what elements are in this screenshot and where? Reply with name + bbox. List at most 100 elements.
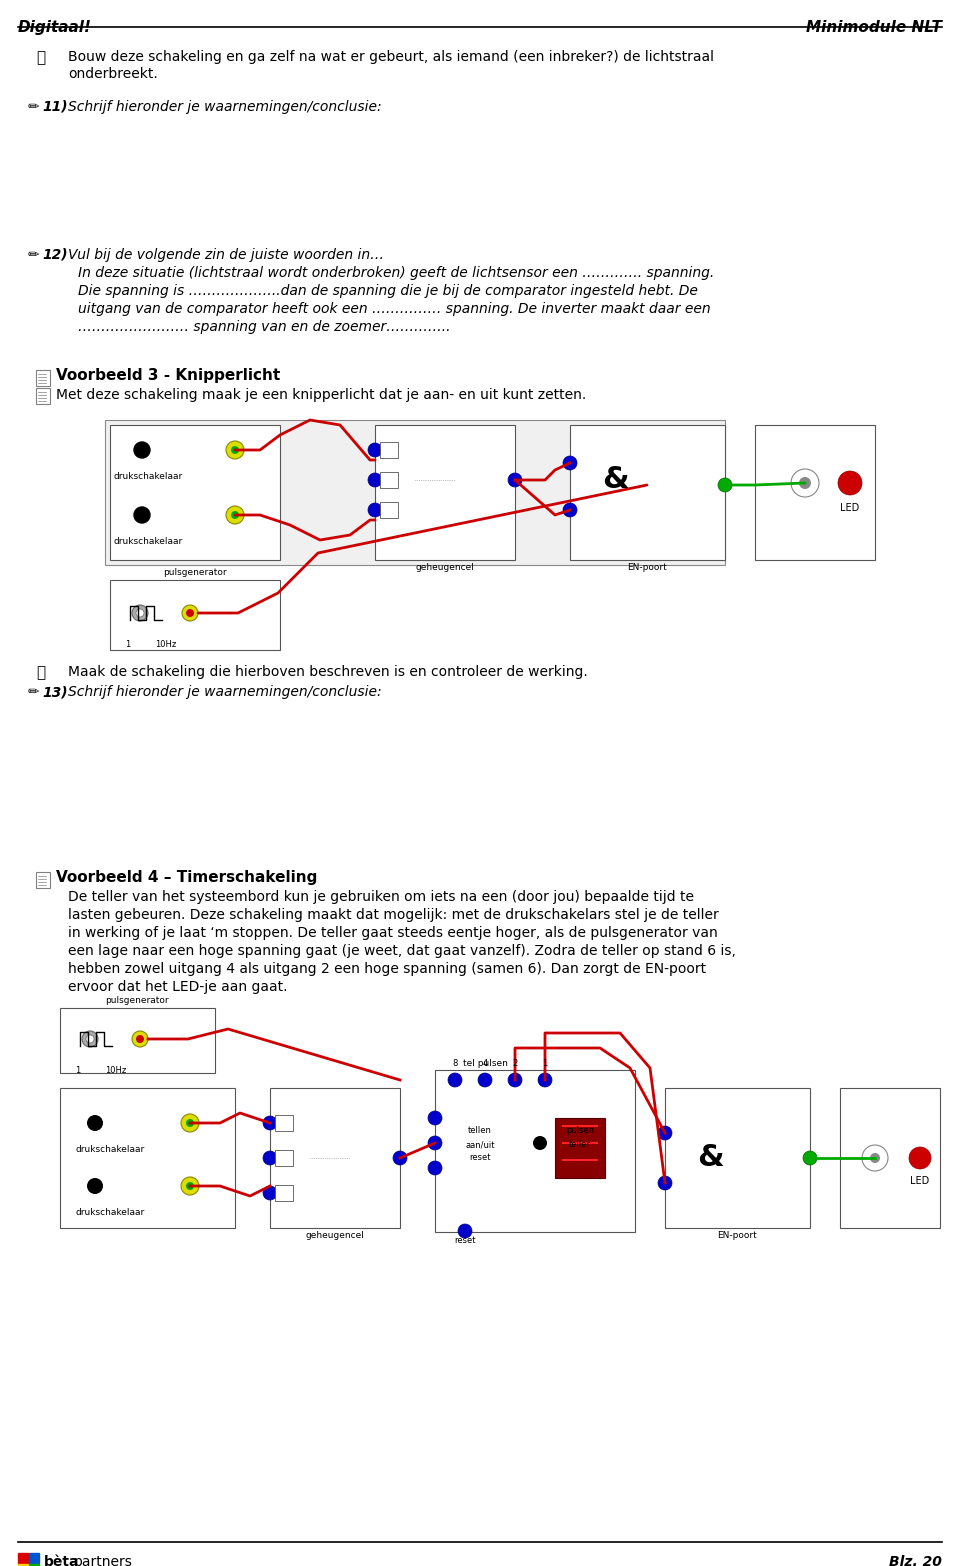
Text: EN-poort: EN-poort <box>627 564 667 572</box>
Circle shape <box>838 471 862 495</box>
Text: reset: reset <box>469 1153 491 1162</box>
Circle shape <box>563 503 577 517</box>
Circle shape <box>231 446 239 454</box>
Circle shape <box>263 1151 277 1165</box>
Text: &: & <box>697 1143 723 1173</box>
Circle shape <box>132 1030 148 1048</box>
Text: ervoor dat het LED-je aan gaat.: ervoor dat het LED-je aan gaat. <box>68 980 287 994</box>
Circle shape <box>870 1153 880 1164</box>
Bar <box>840 1088 940 1228</box>
Text: 8: 8 <box>452 1059 458 1068</box>
Circle shape <box>803 1151 817 1165</box>
Text: Schrijf hieronder je waarnemingen/conclusie:: Schrijf hieronder je waarnemingen/conclu… <box>68 684 382 698</box>
Circle shape <box>538 1073 552 1087</box>
Bar <box>755 424 875 561</box>
Circle shape <box>533 1135 547 1149</box>
Text: pulsgenerator: pulsgenerator <box>106 996 169 1005</box>
Bar <box>555 1118 605 1178</box>
Circle shape <box>368 503 382 517</box>
Circle shape <box>368 443 382 457</box>
Bar <box>270 1088 400 1228</box>
Text: ✏: ✏ <box>28 247 39 262</box>
Text: Met deze schakeling maak je een knipperlicht dat je aan- en uit kunt zetten.: Met deze schakeling maak je een knipperl… <box>56 388 587 402</box>
Circle shape <box>134 507 150 523</box>
Text: Bouw deze schakeling en ga zelf na wat er gebeurt, als iemand (een inbreker?) de: Bouw deze schakeling en ga zelf na wat e… <box>68 50 714 64</box>
Circle shape <box>263 1117 277 1131</box>
Circle shape <box>799 478 811 489</box>
Text: geheugencel: geheugencel <box>305 1231 365 1240</box>
Text: partners: partners <box>74 1555 132 1566</box>
Text: 13): 13) <box>42 684 67 698</box>
Bar <box>18 1553 28 1563</box>
Text: 1: 1 <box>125 640 131 648</box>
Bar <box>275 1149 293 1167</box>
Text: drukschakelaar: drukschakelaar <box>113 537 182 547</box>
Circle shape <box>186 609 194 617</box>
Text: LED: LED <box>840 503 859 514</box>
Circle shape <box>563 456 577 470</box>
Bar <box>36 370 50 385</box>
Circle shape <box>428 1160 442 1174</box>
Circle shape <box>508 473 522 487</box>
Circle shape <box>136 609 144 617</box>
Text: pulsen: pulsen <box>566 1126 594 1135</box>
Bar <box>36 388 50 404</box>
Bar <box>435 1070 635 1232</box>
Circle shape <box>508 1073 522 1087</box>
Circle shape <box>428 1110 442 1124</box>
Circle shape <box>862 1145 888 1171</box>
Text: …………………… spanning van en de zoemer…………..: …………………… spanning van en de zoemer………….. <box>78 319 450 334</box>
Circle shape <box>82 1030 98 1048</box>
Text: Digitaal!: Digitaal! <box>18 20 92 34</box>
Text: Die spanning is ………………..dan de spanning die je bij de comparator ingesteld hebt.: Die spanning is ………………..dan de spanning … <box>78 283 698 298</box>
Text: LED: LED <box>910 1176 929 1185</box>
Text: Voorbeeld 4 – Timerschakeling: Voorbeeld 4 – Timerschakeling <box>56 871 318 885</box>
Bar <box>29 1564 39 1566</box>
Text: Maak de schakeling die hierboven beschreven is en controleer de werking.: Maak de schakeling die hierboven beschre… <box>68 666 588 680</box>
Bar <box>60 1009 215 1073</box>
Text: tel pulsen: tel pulsen <box>463 1059 508 1068</box>
Text: 4: 4 <box>482 1059 488 1068</box>
Circle shape <box>478 1073 492 1087</box>
Circle shape <box>186 1182 194 1190</box>
Bar <box>105 420 725 565</box>
Circle shape <box>226 442 244 459</box>
Text: tellen: tellen <box>468 1126 492 1135</box>
Text: 2: 2 <box>513 1059 517 1068</box>
Text: EN-poort: EN-poort <box>717 1231 756 1240</box>
Text: in werking of je laat ‘m stoppen. De teller gaat steeds eentje hoger, als de pul: in werking of je laat ‘m stoppen. De tel… <box>68 926 718 940</box>
Circle shape <box>718 478 732 492</box>
Circle shape <box>448 1073 462 1087</box>
Text: 10Hz: 10Hz <box>105 1066 127 1074</box>
Text: onderbreekt.: onderbreekt. <box>68 67 157 81</box>
Circle shape <box>393 1151 407 1165</box>
Text: 1: 1 <box>75 1066 81 1074</box>
Bar <box>380 442 398 457</box>
Circle shape <box>658 1176 672 1190</box>
Bar <box>275 1185 293 1201</box>
Text: reset: reset <box>454 1236 476 1245</box>
Circle shape <box>186 1120 194 1128</box>
Text: een lage naar een hoge spanning gaat (je weet, dat gaat vanzelf). Zodra de telle: een lage naar een hoge spanning gaat (je… <box>68 944 736 958</box>
Circle shape <box>909 1146 931 1168</box>
Text: Voorbeeld 3 - Knipperlicht: Voorbeeld 3 - Knipperlicht <box>56 368 280 384</box>
Text: ✋: ✋ <box>36 50 45 66</box>
Text: geheugencel: geheugencel <box>416 564 474 572</box>
Circle shape <box>182 604 198 622</box>
Bar <box>665 1088 810 1228</box>
Circle shape <box>791 468 819 496</box>
Circle shape <box>134 442 150 457</box>
Circle shape <box>428 1135 442 1149</box>
Text: drukschakelaar: drukschakelaar <box>113 471 182 481</box>
Text: bèta: bèta <box>44 1555 80 1566</box>
Text: ✏: ✏ <box>28 100 39 114</box>
Bar <box>110 424 280 561</box>
Circle shape <box>458 1225 472 1239</box>
Text: drukschakelaar: drukschakelaar <box>76 1145 145 1154</box>
Circle shape <box>231 511 239 518</box>
Text: pulsgenerator: pulsgenerator <box>163 568 227 576</box>
Bar <box>380 471 398 489</box>
Text: ✏: ✏ <box>28 684 39 698</box>
Text: Vul bij de volgende zin de juiste woorden in…: Vul bij de volgende zin de juiste woorde… <box>68 247 384 262</box>
Text: drukschakelaar: drukschakelaar <box>76 1207 145 1217</box>
